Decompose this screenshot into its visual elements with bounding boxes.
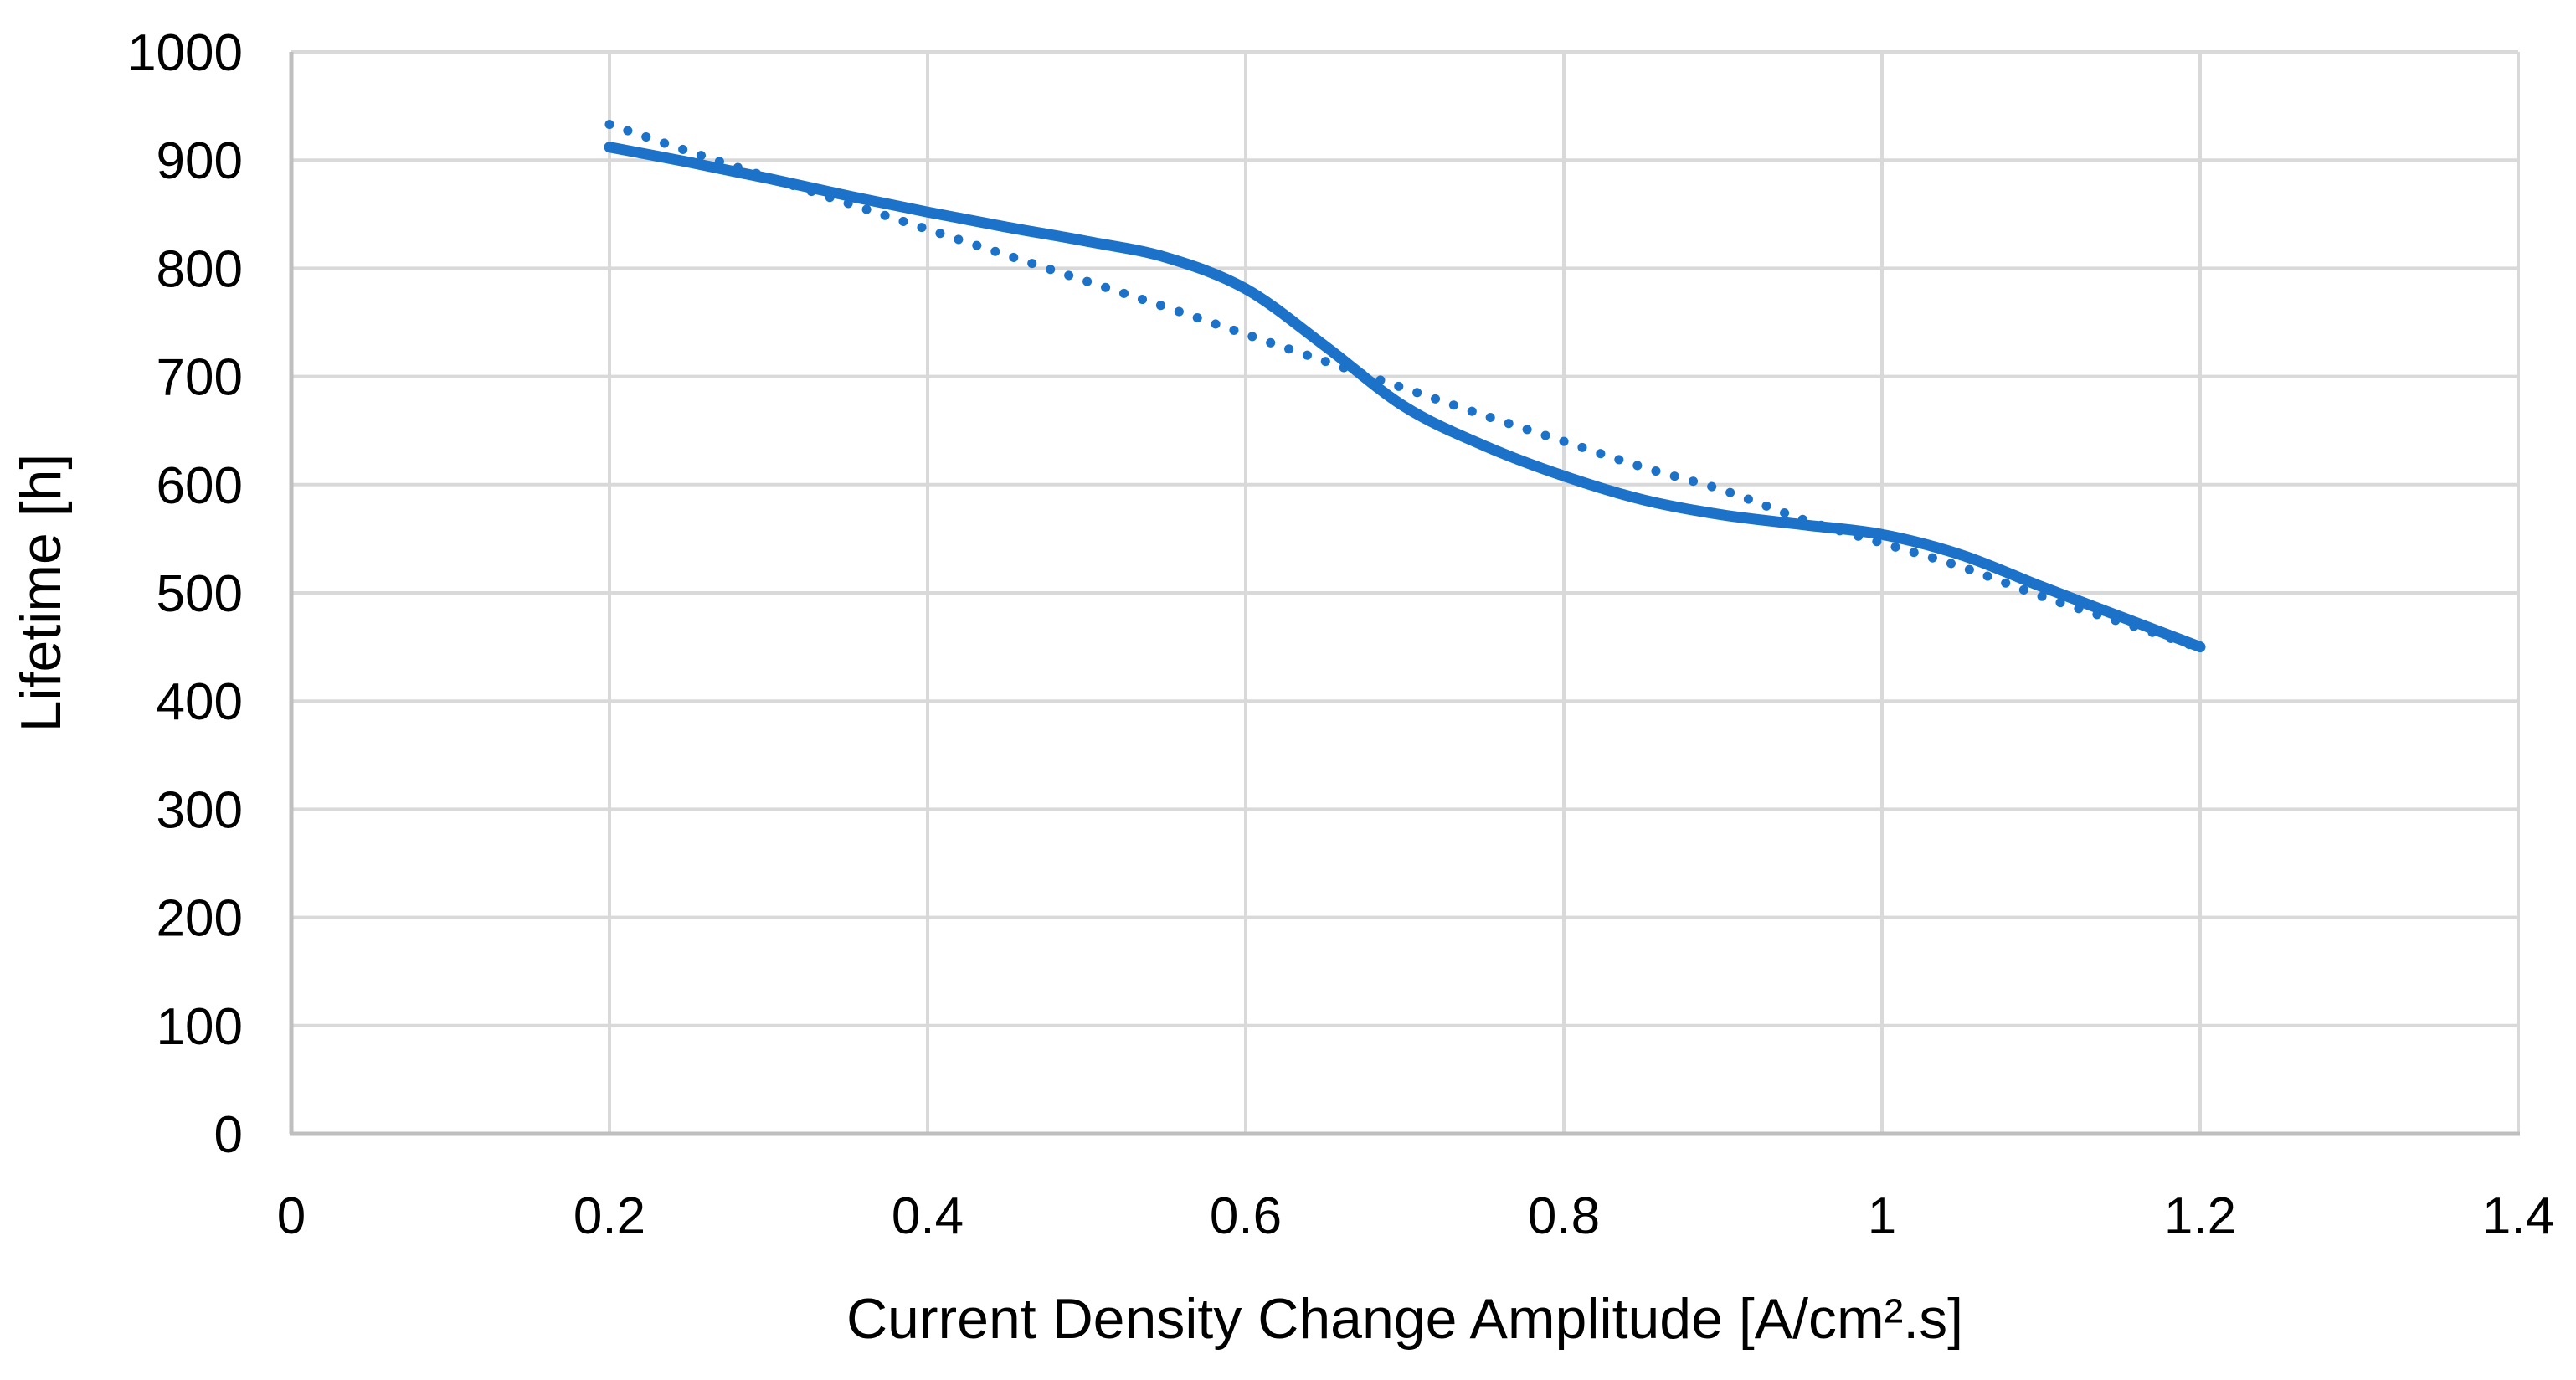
lifetime-solid-series [604,142,2206,653]
y-tick-label: 700 [157,349,243,407]
y-tick-label: 200 [157,890,243,948]
y-tick-label: 100 [157,998,243,1056]
y-tick-label: 1000 [127,24,243,82]
y-tick-label: 600 [157,457,243,515]
x-tick-label: 0.2 [573,1187,645,1245]
y-tick-label: 800 [157,240,243,298]
y-tick-label: 500 [157,565,243,623]
x-tick-label: 1.2 [2164,1187,2236,1245]
trendline-dotted-series [604,120,2205,653]
x-tick-label: 1 [1868,1187,1896,1245]
x-tick-label: 0 [277,1187,306,1245]
x-axis-title: Current Density Change Amplitude [A/cm².… [846,1287,1963,1351]
x-tick-label: 0.4 [892,1187,964,1245]
y-tick-label: 400 [157,673,243,731]
x-tick-label: 1.4 [2482,1187,2554,1245]
y-tick-label: 0 [214,1106,243,1164]
y-tick-label: 300 [157,781,243,839]
y-tick-label: 900 [157,132,243,190]
x-tick-label: 0.8 [1528,1187,1600,1245]
y-axis-title: Lifetime [h] [9,454,73,733]
x-tick-label: 0.6 [1210,1187,1282,1245]
